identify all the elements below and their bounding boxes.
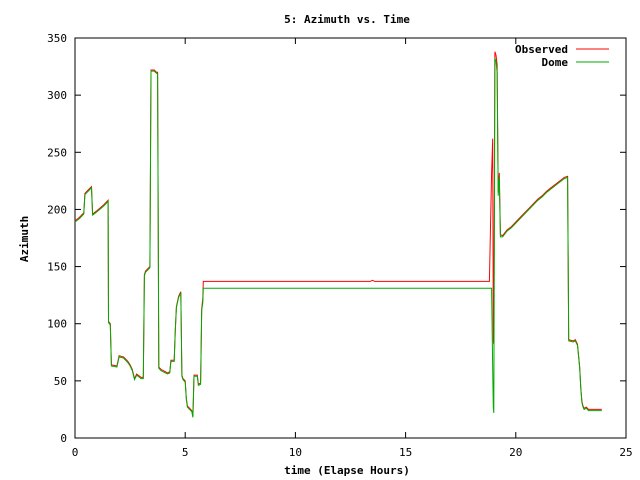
legend-label-observed: Observed	[515, 43, 568, 56]
plot-area-frame	[74, 37, 627, 439]
y-tick-label: 50	[54, 375, 67, 388]
y-tick-label: 200	[47, 203, 67, 216]
x-axis-label: time (Elapse Hours)	[284, 464, 410, 477]
axis-ticks	[74, 37, 627, 439]
chart-title: 5: Azimuth vs. Time	[284, 13, 410, 26]
y-tick-label: 100	[47, 318, 67, 331]
y-tick-label: 350	[47, 32, 67, 45]
x-tick-label: 5	[182, 446, 189, 459]
y-axis-label: Azimuth	[18, 216, 31, 262]
x-tick-label: 10	[289, 446, 302, 459]
y-tick-label: 300	[47, 89, 67, 102]
series-line-dome	[74, 58, 602, 418]
x-tick-label: 25	[619, 446, 632, 459]
y-tick-label: 0	[60, 432, 67, 445]
x-tick-label: 0	[72, 446, 79, 459]
legend-label-dome: Dome	[542, 56, 569, 69]
y-tick-label: 250	[47, 146, 67, 159]
x-tick-label: 20	[509, 446, 522, 459]
series-line-observed	[74, 51, 602, 417]
x-tick-label: 15	[399, 446, 412, 459]
series-lines	[74, 51, 602, 418]
y-tick-label: 150	[47, 261, 67, 274]
